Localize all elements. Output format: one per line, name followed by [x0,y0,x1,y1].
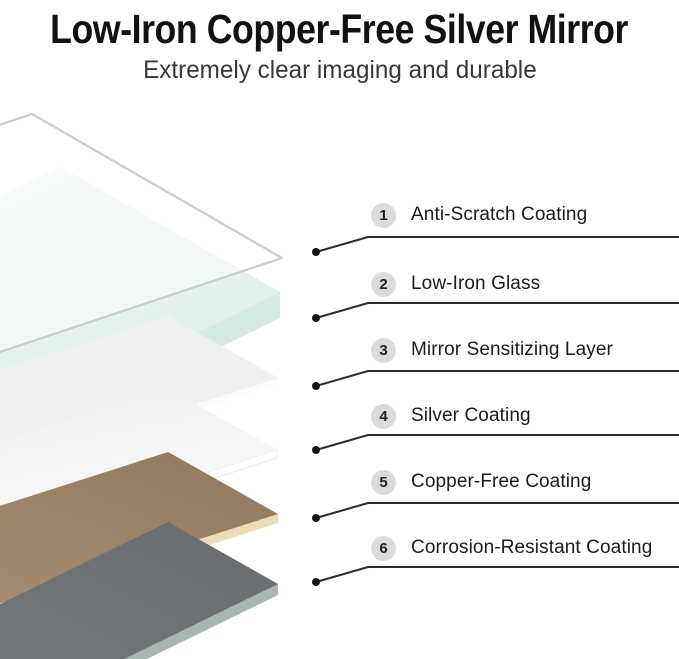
leader-line-4 [315,434,679,451]
header: Low-Iron Copper-Free Silver Mirror [0,6,679,53]
callout-label-3: Mirror Sensitizing Layer [411,339,613,360]
leader-line-1 [315,236,679,253]
callout-label-4: Silver Coating [411,405,531,426]
callout-silver-coating: 4 Silver Coating [371,403,531,429]
leader-line-6 [315,566,679,583]
page-subtitle: Extremely clear imaging and durable [142,56,537,84]
badge-4: 4 [371,403,396,429]
layer-anti-scratch-coating-sheet [0,112,284,354]
callout-mirror-sensitizing-layer: 3 Mirror Sensitizing Layer [371,337,613,363]
copper-free-top-face [0,452,278,604]
subtitle-wrap: Extremely clear imaging and durable [0,56,679,85]
callout-label-6: Corrosion-Resistant Coating [411,537,653,558]
leader-dot-4 [312,446,320,454]
leader-dot-3 [312,382,320,390]
badge-2: 2 [371,271,396,297]
badge-6: 6 [371,535,396,561]
leader-line-3 [315,370,679,387]
callout-anti-scratch-coating: 1 Anti-Scratch Coating [371,202,587,228]
leader-lines [315,236,679,583]
callout-label-1: Anti-Scratch Coating [411,204,588,225]
leader-dot-1 [312,248,320,256]
leader-line-2 [315,302,679,319]
badge-3: 3 [371,337,396,363]
leader-line-5 [315,502,679,519]
layer-corrosion-resistant-coating [0,522,278,659]
page-title: Low-Iron Copper-Free Silver Mirror [50,6,629,52]
callout-label-2: Low-Iron Glass [411,273,541,294]
badge-5: 5 [371,469,396,495]
callout-corrosion-resistant-coating: 6 Corrosion-Resistant Coating [371,535,652,561]
leader-dots [312,248,320,586]
leader-dot-2 [312,314,320,322]
callout-low-iron-glass: 2 Low-Iron Glass [371,271,540,297]
corrosion-resistant-top-face [0,522,278,659]
badge-1: 1 [371,202,396,228]
callout-label-5: Copper-Free Coating [411,471,592,492]
leader-dot-5 [312,514,320,522]
leader-dot-6 [312,578,320,586]
callout-copper-free-coating: 5 Copper-Free Coating [371,469,591,495]
